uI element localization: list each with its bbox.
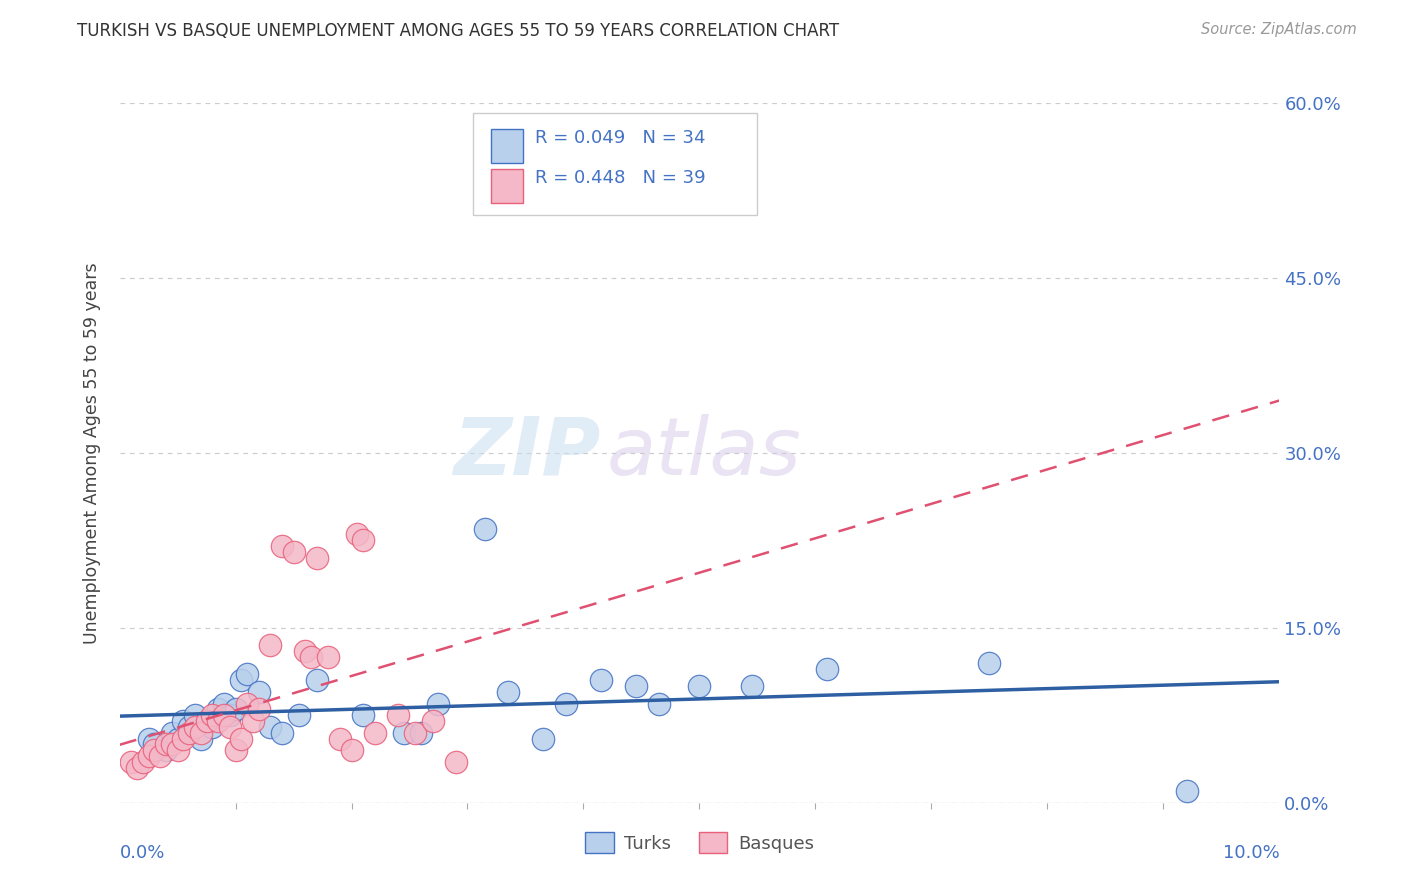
Point [474,522,496,536]
Point [236,697,259,711]
Point [155,738,177,752]
Point [231,731,253,746]
Point [270,726,294,740]
Point [259,720,281,734]
Text: R = 0.049   N = 34: R = 0.049 N = 34 [534,129,706,147]
Point [411,726,433,740]
Point [979,656,1001,670]
Point [259,638,281,652]
Point [166,731,188,746]
Point [225,702,247,716]
Point [305,673,328,688]
Point [329,731,352,746]
Point [138,749,160,764]
Point [190,726,212,740]
Legend: Turks, Basques: Turks, Basques [578,825,821,860]
FancyBboxPatch shape [491,129,523,163]
Point [190,731,212,746]
Point [531,731,554,746]
Point [815,662,838,676]
Point [184,708,207,723]
Text: ZIP: ZIP [454,414,600,491]
Text: 0.0%: 0.0% [120,844,165,862]
Point [352,708,374,723]
Point [172,714,194,728]
Point [624,679,647,693]
Point [160,726,183,740]
Y-axis label: Unemployment Among Ages 55 to 59 years: Unemployment Among Ages 55 to 59 years [83,262,101,643]
Point [177,726,201,740]
Text: R = 0.448   N = 39: R = 0.448 N = 39 [534,169,706,187]
Point [346,527,368,541]
Point [404,726,426,740]
Point [496,685,519,699]
Point [195,714,218,728]
Point [247,685,270,699]
Point [184,720,207,734]
Point [288,708,311,723]
Point [212,697,235,711]
Text: Source: ZipAtlas.com: Source: ZipAtlas.com [1201,22,1357,37]
Point [236,667,259,681]
Point [427,697,450,711]
Point [299,649,322,664]
Point [207,714,229,728]
Point [283,545,305,559]
Point [363,726,385,740]
Point [218,720,240,734]
Point [352,533,374,548]
Point [340,743,363,757]
Point [318,649,340,664]
Point [212,708,235,723]
Point [201,720,224,734]
Text: TURKISH VS BASQUE UNEMPLOYMENT AMONG AGES 55 TO 59 YEARS CORRELATION CHART: TURKISH VS BASQUE UNEMPLOYMENT AMONG AGE… [77,22,839,40]
Point [387,708,409,723]
Point [143,738,166,752]
Point [172,731,194,746]
Point [270,539,294,553]
Point [242,714,264,728]
Point [294,644,316,658]
Point [1175,784,1198,798]
Point [225,743,247,757]
Point [125,761,148,775]
Point [149,749,172,764]
Point [155,743,177,757]
Text: atlas: atlas [607,414,801,491]
Point [143,743,166,757]
Point [305,550,328,565]
Point [177,720,201,734]
Text: 10.0%: 10.0% [1223,844,1279,862]
Point [138,731,160,746]
Point [160,738,183,752]
Point [207,702,229,716]
FancyBboxPatch shape [474,113,758,215]
Point [444,755,467,769]
Point [422,714,444,728]
Point [201,708,224,723]
Point [218,708,240,723]
Point [589,673,612,688]
Point [555,697,578,711]
Point [231,673,253,688]
Point [247,702,270,716]
Point [741,679,763,693]
FancyBboxPatch shape [491,169,523,202]
Point [392,726,415,740]
Point [120,755,142,769]
Point [166,743,188,757]
Point [195,714,218,728]
Point [132,755,155,769]
Point [689,679,711,693]
Point [648,697,671,711]
